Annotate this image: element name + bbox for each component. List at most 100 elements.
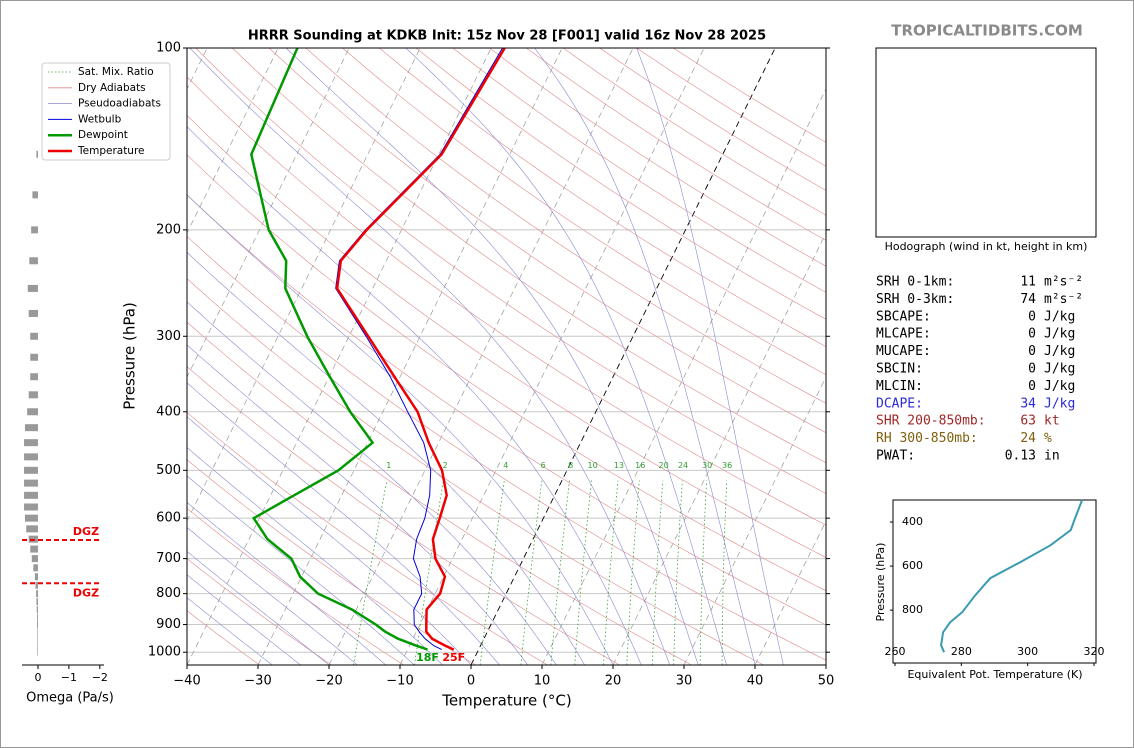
- mixing-ratio-line: [626, 480, 640, 665]
- legend-label: Temperature: [77, 145, 145, 157]
- stat-value: 0: [1028, 379, 1036, 394]
- stat-label: MLCAPE:: [876, 327, 931, 342]
- pseudoadiabat: [187, 382, 500, 665]
- x-tick-label: 10: [534, 674, 551, 689]
- y-tick-label: 400: [156, 404, 181, 419]
- stat-label: SBCIN:: [876, 362, 923, 377]
- dry-adiabat: [187, 412, 548, 665]
- omega-bar: [36, 606, 38, 614]
- stat-unit: J/kg: [1044, 309, 1075, 324]
- omega-bar: [33, 564, 38, 572]
- mixing-ratio-label: 20: [659, 461, 669, 470]
- omega-bar: [28, 309, 38, 317]
- x-axis-label: Temperature (°C): [441, 692, 571, 710]
- isotherm: [612, 232, 826, 665]
- dgz-label: DGZ: [73, 586, 99, 599]
- isotherm: [187, 48, 492, 665]
- thetae-x-label: Equivalent Pot. Temperature (K): [907, 668, 1082, 681]
- isotherm: [187, 48, 279, 234]
- omega-bar: [27, 408, 38, 416]
- pseudoadiabat: [534, 48, 756, 665]
- y-axis-label: Pressure (hPa): [121, 302, 139, 410]
- dry-adiabat: [187, 558, 332, 665]
- stat-label: PWAT:: [876, 449, 915, 464]
- dry-adiabat: [268, 48, 826, 434]
- pseudoadiabat: [189, 48, 671, 665]
- stat-unit: J/kg: [1044, 396, 1075, 411]
- omega-bar: [34, 573, 38, 581]
- y-tick-label: 600: [156, 511, 181, 526]
- omega-bar: [30, 373, 38, 381]
- omega-bar: [29, 257, 38, 265]
- omega-bar: [37, 628, 38, 636]
- isotherm: [541, 88, 826, 665]
- mixing-ratio-line: [520, 480, 543, 665]
- stat-label: DCAPE:: [876, 396, 923, 411]
- x-tick-label: −10: [386, 674, 413, 689]
- mixing-ratio-line: [699, 480, 707, 665]
- dry-adiabat: [187, 459, 476, 665]
- dry-adiabat: [187, 194, 826, 626]
- stat-value: 24: [1020, 431, 1036, 446]
- stat-label: SRH 0-3km:: [876, 292, 954, 307]
- stat-label: RH 300-850mb:: [876, 431, 978, 446]
- y-tick-label: 700: [156, 551, 181, 566]
- stat-value: 34: [1020, 396, 1036, 411]
- thetae-box: [892, 499, 1097, 664]
- omega-bar: [36, 150, 38, 158]
- omega-axis-label: Omega (Pa/s): [26, 691, 114, 706]
- x-tick-label: 30: [676, 674, 693, 689]
- surface-label: 18F: [416, 651, 439, 664]
- pseudoadiabat: [285, 48, 699, 665]
- dgz-label: DGZ: [73, 525, 99, 538]
- pseudoadiabat: [187, 574, 301, 665]
- omega-tick-label: −2: [92, 671, 108, 684]
- thetae-line: [940, 499, 1084, 653]
- dry-adiabat: [232, 48, 826, 464]
- legend-box: [41, 62, 171, 161]
- omega-bar: [26, 525, 38, 533]
- stat-value: 0: [1028, 309, 1036, 324]
- stat-value: 0: [1028, 362, 1036, 377]
- dry-adiabat: [415, 48, 826, 320]
- omega-bar: [31, 555, 38, 563]
- pseudoadiabat: [187, 194, 614, 665]
- x-tick-label: −30: [244, 674, 271, 689]
- thetae-x-tick-label: 320: [1084, 645, 1105, 658]
- plot-area: 1 2 4 6 8 10 13 16 20 24 30 36: [187, 48, 826, 665]
- legend-label: Pseudoadiabats: [78, 98, 161, 110]
- pseudoadiabat: [636, 48, 784, 665]
- y-tick-label: 900: [156, 617, 181, 632]
- isotherm: [399, 48, 705, 665]
- dry-adiabat: [305, 48, 826, 404]
- omega-tick-label: 0: [34, 671, 41, 684]
- stat-unit: J/kg: [1044, 344, 1075, 359]
- dry-adiabat: [187, 610, 260, 665]
- isotherm: [187, 48, 350, 378]
- stat-value: 0: [1028, 344, 1036, 359]
- mixing-ratio-label: 2: [443, 461, 448, 470]
- legend-label: Wetbulb: [78, 113, 122, 125]
- omega-bar: [37, 642, 38, 650]
- omega-bar: [24, 466, 38, 474]
- pseudoadiabat: [187, 416, 472, 665]
- x-tick-label: −20: [315, 674, 342, 689]
- legend-label: Dry Adiabats: [78, 82, 146, 94]
- stat-label: SHR 200-850mb:: [876, 414, 986, 429]
- omega-bar: [37, 635, 38, 643]
- stat-unit: kt: [1044, 414, 1060, 429]
- mixing-ratio-line: [574, 480, 592, 665]
- x-tick-label: 20: [605, 674, 622, 689]
- y-tick-label: 300: [156, 329, 181, 344]
- pseudoadiabat: [187, 251, 585, 665]
- omega-bar: [24, 503, 38, 511]
- y-tick-label: 1000: [148, 645, 181, 660]
- dry-adiabat: [187, 114, 826, 558]
- profile-line: [335, 48, 503, 651]
- isotherm: [328, 48, 634, 665]
- omega-bar: [36, 590, 38, 598]
- legend-label: Dewpoint: [78, 129, 128, 141]
- dry-adiabat: [187, 366, 620, 665]
